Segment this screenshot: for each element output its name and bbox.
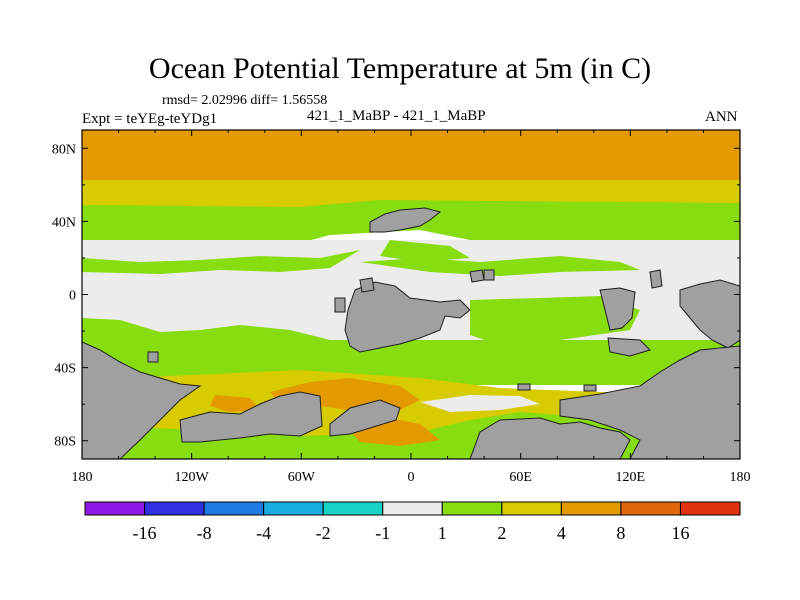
colorbar-swatch xyxy=(501,501,562,516)
southern-orange-patch xyxy=(210,395,260,412)
colorbar-swatch xyxy=(144,501,205,516)
southern-light-patch xyxy=(420,395,540,412)
land-antarctic-west xyxy=(179,391,323,443)
colorbar-label: 1 xyxy=(438,523,447,543)
tropical-green-patch xyxy=(82,250,360,274)
land-small-island xyxy=(649,269,663,289)
land-indonesia xyxy=(607,337,651,357)
y-axis: 80N 40N 0 40S 80S xyxy=(52,142,740,450)
colorbar-label: 2 xyxy=(497,523,506,543)
colorbar-label: -8 xyxy=(197,523,212,543)
colorbar: -16 -8 -4 -2 -1 1 2 4 8 16 xyxy=(84,501,741,543)
experiment-label: Expt = teYEg-teYDg1 xyxy=(82,111,218,127)
x-axis: 180 120W 60W 0 60E 120E 180 xyxy=(72,130,751,485)
colorbar-label: -1 xyxy=(375,523,390,543)
colorbar-swatch xyxy=(322,501,384,516)
y-tick-label: 0 xyxy=(69,289,76,304)
colorbar-swatch xyxy=(679,501,741,516)
y-tick-label: 80N xyxy=(52,142,76,157)
y-tick-label: 40S xyxy=(54,362,76,377)
chart-title: Ocean Potential Temperature at 5m (in C) xyxy=(148,52,652,85)
colorbar-swatch xyxy=(560,501,622,516)
colorbar-label: 8 xyxy=(616,523,625,543)
colorbar-label: -16 xyxy=(133,523,157,543)
colorbar-label: 4 xyxy=(557,523,566,543)
land-mask xyxy=(82,207,740,459)
colorbar-swatch xyxy=(84,501,146,516)
land-small-island xyxy=(334,297,346,313)
land-antarctic-east xyxy=(469,417,631,459)
land-africa xyxy=(344,281,471,353)
x-tick-label: 120W xyxy=(175,470,210,485)
land-small-island xyxy=(483,269,495,281)
band-arctic xyxy=(82,130,740,182)
colorbar-swatch xyxy=(382,501,443,516)
colorbar-swatch xyxy=(203,501,265,516)
land-small-island xyxy=(469,269,485,283)
map-field xyxy=(82,130,740,459)
land-small-island xyxy=(147,351,159,363)
x-tick-label: 60W xyxy=(288,470,316,485)
x-tick-label: 120E xyxy=(616,470,646,485)
colorbar-swatch xyxy=(620,501,681,516)
land-small-island xyxy=(517,383,531,391)
land-small-island xyxy=(359,277,375,293)
x-tick-label: 60E xyxy=(509,470,532,485)
tropical-green-patch xyxy=(380,240,470,262)
tropical-green-patch xyxy=(470,296,640,345)
land-south-america-tail xyxy=(82,341,202,459)
land-eurasia-north xyxy=(369,207,442,233)
cases-label: 421_1_MaBP - 421_1_MaBP xyxy=(307,108,486,124)
y-tick-label: 80S xyxy=(54,435,76,450)
colorbar-swatch xyxy=(263,501,324,516)
stats-line: rmsd= 2.02996 diff= 1.56558 xyxy=(162,93,328,108)
x-tick-label: 180 xyxy=(730,470,751,485)
colorbar-label: -4 xyxy=(256,523,271,543)
land-asia-east-upper xyxy=(599,287,636,331)
x-tick-label: 180 xyxy=(72,470,93,485)
land-ross-sector xyxy=(559,345,740,459)
y-tick-label: 40N xyxy=(52,215,76,230)
land-small-island xyxy=(583,384,597,392)
colorbar-label: 16 xyxy=(671,523,689,543)
land-antarctic-central xyxy=(329,399,401,437)
x-tick-label: 0 xyxy=(408,470,415,485)
colorbar-swatch xyxy=(441,501,503,516)
colorbar-label: -2 xyxy=(316,523,331,543)
season-label: ANN xyxy=(705,109,738,125)
